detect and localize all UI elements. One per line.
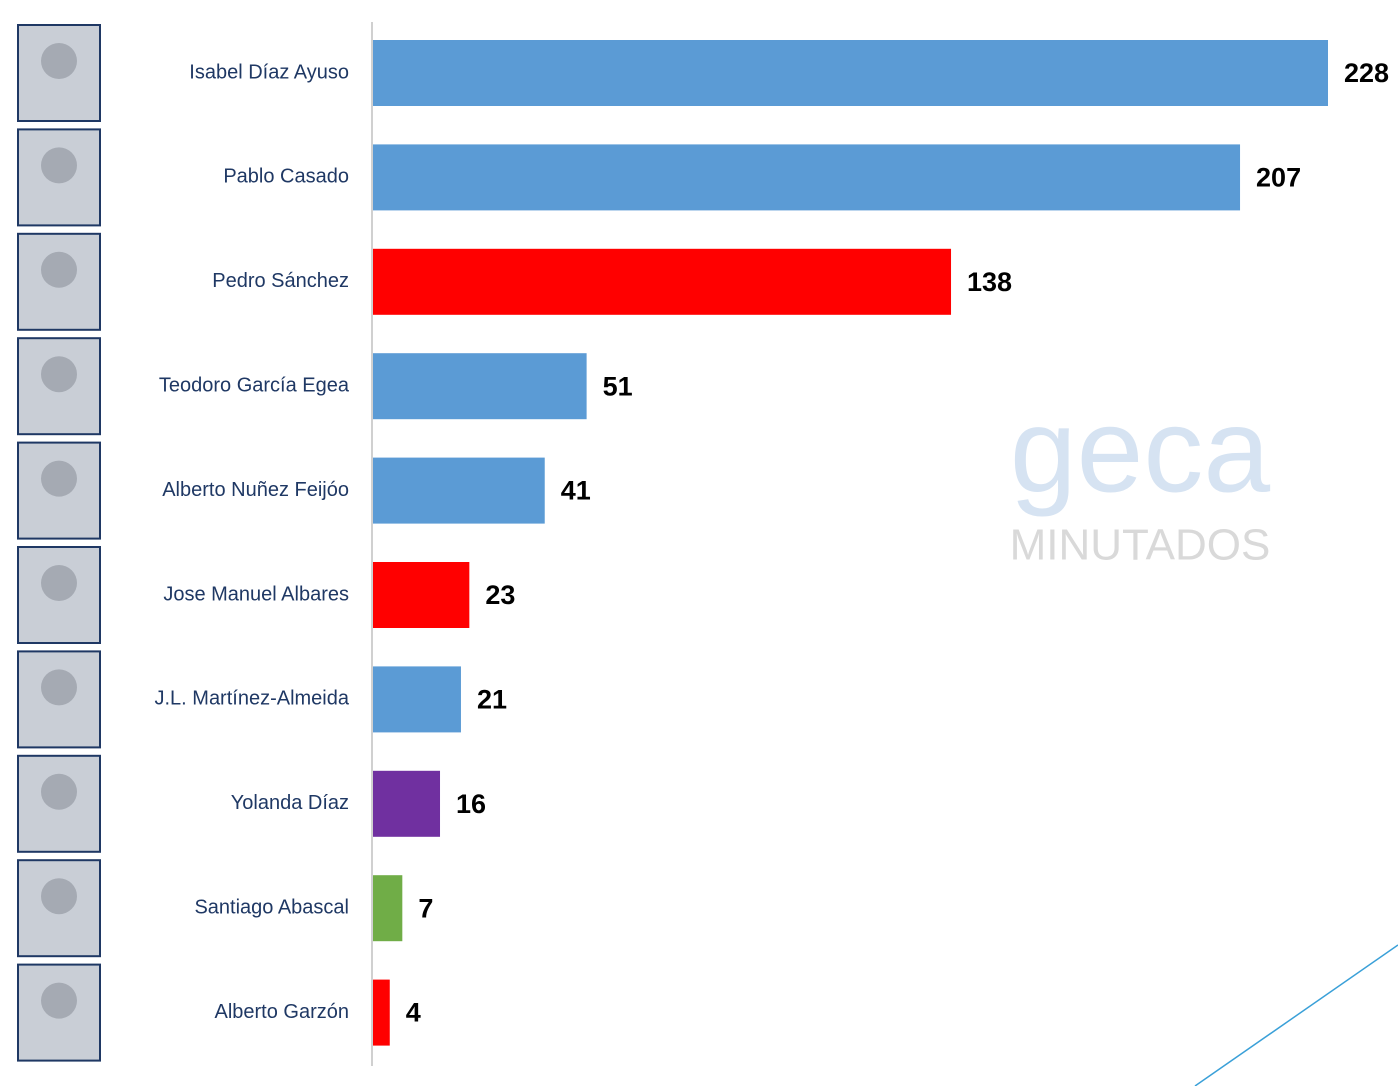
photo-head (41, 43, 77, 79)
photo-head (41, 982, 77, 1019)
value-label: 41 (561, 476, 591, 506)
bar (373, 40, 1328, 106)
bar (373, 562, 470, 628)
photo-head (41, 565, 77, 601)
category-label: Teodoro García Egea (159, 374, 350, 396)
category-label: Santiago Abascal (194, 896, 349, 918)
bar (373, 666, 461, 733)
value-label: 7 (418, 893, 433, 923)
watermark-logo: geca (1010, 384, 1270, 518)
value-label: 228 (1344, 58, 1389, 88)
category-label: Alberto Nuñez Feijóo (162, 479, 349, 501)
category-label: Isabel Díaz Ayuso (189, 61, 349, 83)
bar (373, 875, 403, 942)
photo-head (41, 773, 77, 810)
bar (373, 353, 587, 420)
value-label: 16 (456, 789, 486, 819)
value-label: 51 (603, 371, 633, 401)
bar (373, 979, 390, 1046)
photo-head (41, 147, 77, 184)
value-label: 138 (967, 267, 1012, 297)
category-label: Yolanda Díaz (231, 792, 349, 814)
photo-head (41, 878, 77, 915)
value-label: 207 (1256, 163, 1301, 193)
category-label: Alberto Garzón (214, 1001, 349, 1023)
category-label: Pedro Sánchez (212, 270, 349, 292)
photo-head (41, 356, 77, 393)
photo-head (41, 460, 77, 497)
category-label: Pablo Casado (223, 166, 349, 188)
watermark-text: MINUTADOS (1010, 521, 1271, 570)
photo-head (41, 669, 77, 706)
bar (373, 770, 441, 837)
value-label: 4 (406, 998, 421, 1028)
bar (373, 248, 952, 315)
value-label: 23 (485, 580, 515, 610)
category-label: J.L. Martínez-Almeida (154, 688, 349, 710)
bar (373, 144, 1241, 211)
photo-head (41, 251, 77, 288)
decor-line (1194, 944, 1398, 1086)
value-label: 21 (477, 685, 507, 715)
bar (373, 457, 545, 524)
category-label: Jose Manuel Albares (163, 583, 349, 605)
